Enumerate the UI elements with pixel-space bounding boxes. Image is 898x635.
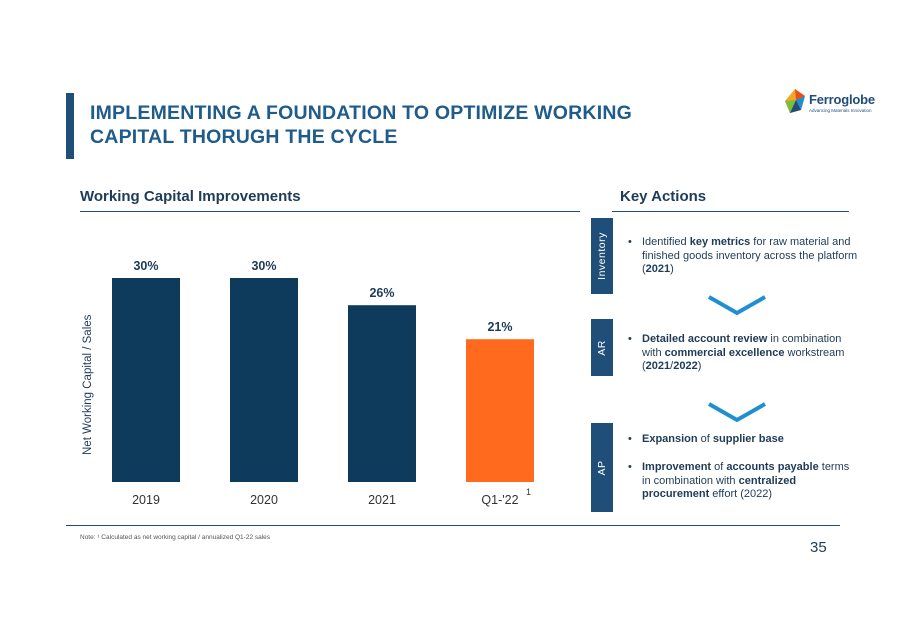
bar-2020: [230, 278, 298, 482]
logo-mark-icon: [785, 89, 805, 113]
logo-name: Ferroglobe: [809, 92, 875, 107]
tab-ar: AR: [591, 319, 613, 376]
page-title: IMPLEMENTING A FOUNDATION TO OPTIMIZE WO…: [90, 101, 690, 149]
actions-section-rule: [612, 211, 849, 212]
x-tick-label: Q1-'22: [481, 493, 518, 507]
ferroglobe-logo: Ferroglobe Advancing Materials Innovatio…: [784, 88, 884, 122]
tab-inventory-label: Inventory: [596, 232, 608, 280]
logo-tagline: Advancing Materials Innovation: [809, 108, 872, 113]
actions-section-heading: Key Actions: [620, 188, 707, 205]
tab-ap: AP: [591, 423, 613, 512]
tab-ap-label: AP: [596, 459, 608, 476]
bar-2019: [112, 278, 180, 482]
chart-section-heading: Working Capital Improvements: [80, 188, 301, 205]
bullet: •: [628, 461, 632, 473]
bar-2021: [348, 305, 416, 482]
chevron-down-icon: [708, 402, 766, 423]
bar-Q1-'22: [466, 339, 534, 482]
bullet: •: [628, 236, 632, 248]
x-tick-label: 2020: [250, 493, 278, 507]
chart-section-rule: [80, 211, 580, 212]
bar-data-label: 30%: [133, 259, 158, 273]
chevron-down-icon: [708, 295, 766, 316]
tab-ar-label: AR: [596, 339, 608, 356]
action-ap-supplier: • Expansion of supplier base: [628, 433, 784, 445]
title-line-1: IMPLEMENTING A FOUNDATION TO OPTIMIZE WO…: [90, 102, 632, 124]
bullet: •: [628, 433, 632, 445]
footnote: Note: ¹ Calculated as net working capita…: [80, 534, 271, 541]
footer-rule: [66, 525, 840, 526]
bullet: •: [628, 333, 632, 345]
x-tick-label: 2019: [132, 493, 160, 507]
action-ar: • Detailed account review in combination…: [628, 333, 845, 372]
working-capital-bar-chart: 30% 2019 30% 2020 26% 2021 21% Q1-'22: [112, 259, 534, 507]
page-number: 35: [810, 539, 827, 556]
x-tick-label: 2021: [368, 493, 396, 507]
action-inventory: • Identified key metrics for raw materia…: [628, 236, 858, 275]
title-line-2: CAPITAL THORUGH THE CYCLE: [90, 126, 398, 148]
title-accent-bar: [66, 93, 74, 159]
tab-inventory: Inventory: [591, 218, 613, 294]
bar-data-label: 30%: [251, 259, 276, 273]
bar-data-label: 26%: [369, 286, 394, 300]
chart-footnote-mark: 1: [526, 487, 532, 497]
bar-data-label: 21%: [487, 320, 512, 334]
action-ap-payables: • Improvement of accounts payable terms …: [628, 461, 850, 500]
